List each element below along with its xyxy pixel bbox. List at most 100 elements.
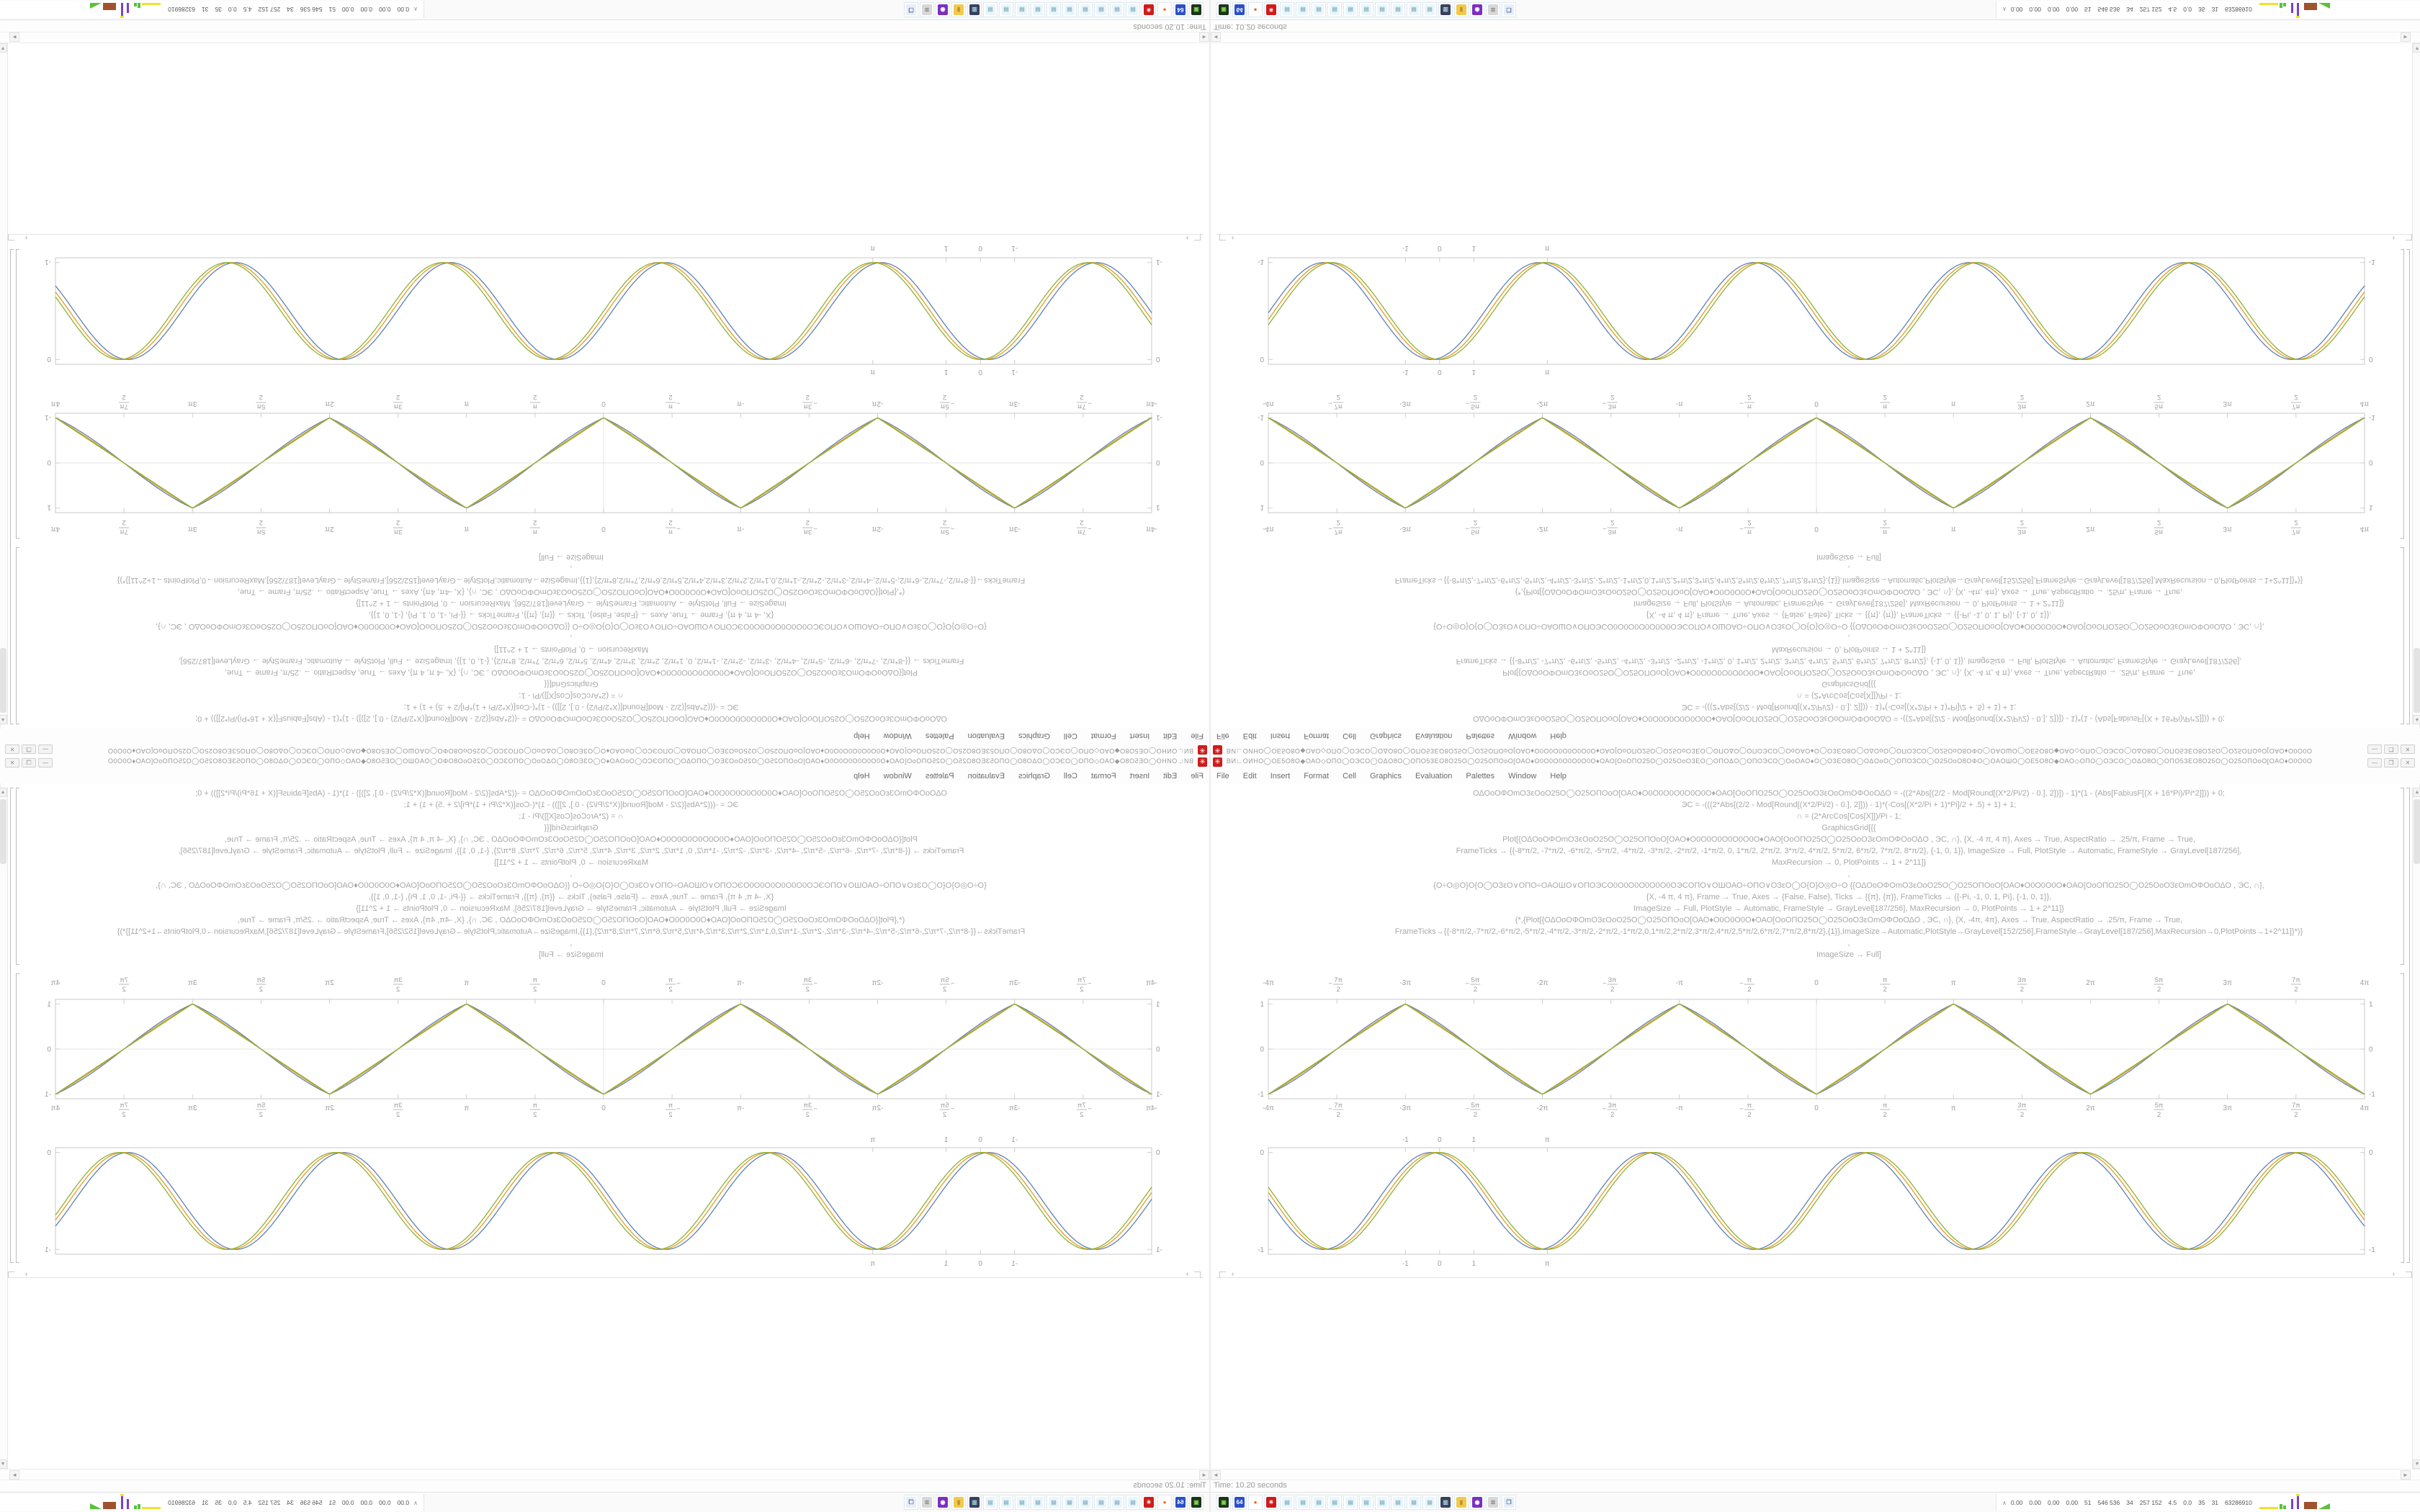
taskbar-overflow-chevron-icon[interactable]: ∧	[2002, 6, 2007, 13]
scroll-down-arrow-icon[interactable]: ▼	[0, 1459, 7, 1469]
notebook-window-icon[interactable]: ▤	[1110, 2, 1124, 17]
notebook-window-icon[interactable]: ▤	[1422, 2, 1437, 17]
notebook-window-icon[interactable]: ▤	[1296, 2, 1310, 17]
code-input-cell[interactable]: ΟΔΟοΟΦΟmΟЗεΟοΟ25Ο◯Ο25ΟΠΟοΟ[ΟΑΟ♦Ο0Ο0Ο0Ο0Ο…	[1211, 546, 2401, 724]
menu-file[interactable]: File	[1216, 771, 1229, 780]
mathematica-icon[interactable]: ✳	[1142, 2, 1156, 17]
scroll-left-arrow-icon[interactable]: ◄	[1199, 32, 1209, 42]
folder-icon[interactable]: ▮	[1454, 2, 1469, 17]
vertical-scrollbar-thumb[interactable]	[2414, 799, 2420, 864]
menu-help[interactable]: Help	[853, 732, 870, 741]
notebook-window-icon[interactable]: ▤	[1407, 2, 1421, 17]
menu-evaluation[interactable]: Evaluation	[1415, 771, 1453, 780]
notebook-window-icon[interactable]: ▤	[1126, 2, 1140, 17]
folder-icon[interactable]: ▮	[951, 2, 966, 17]
restore-button[interactable]: ❐	[22, 758, 36, 768]
notebook-window-icon[interactable]: ▤	[1094, 2, 1108, 17]
menu-palettes[interactable]: Palettes	[925, 771, 954, 780]
menu-cell[interactable]: Cell	[1343, 771, 1357, 780]
cell-group-bracket[interactable]	[10, 249, 14, 724]
vertical-scrollbar[interactable]: ▲ ▼	[2412, 788, 2420, 1469]
menu-help[interactable]: Help	[1550, 771, 1567, 780]
system-monitor-icon[interactable]: ▥	[967, 2, 982, 17]
system-monitor-icon[interactable]: ▥	[1438, 2, 1453, 17]
restore-button[interactable]: ❐	[22, 744, 36, 754]
window-app-icon[interactable]: ❒	[904, 2, 918, 17]
restore-button[interactable]: ❐	[2384, 744, 2398, 754]
notebook-window-icon[interactable]: ▤	[1312, 2, 1326, 17]
title-bar[interactable]: ✳ ВИ∟ОИНО◯ОЕ5О8О◆ОАО◇ОПО◯ОЭСО◯ОΔО8О◯ОПО5…	[1211, 744, 2420, 756]
output-cell-bracket[interactable]	[2401, 973, 2404, 1263]
capture-app-icon[interactable]: ▣	[1189, 1495, 1204, 1510]
menu-help[interactable]: Help	[1550, 732, 1567, 741]
scroll-up-arrow-icon[interactable]: ▲	[2413, 715, 2420, 724]
notebook-window-icon[interactable]: ▤	[1296, 1495, 1310, 1510]
notebook-window-icon[interactable]: ▤	[999, 1495, 1013, 1510]
close-button[interactable]: ✕	[5, 758, 19, 768]
scroll-up-arrow-icon[interactable]: ▲	[2413, 788, 2420, 797]
system-monitor-icon[interactable]: ▥	[1438, 1495, 1453, 1510]
notebook-window-icon[interactable]: ▤	[1031, 2, 1045, 17]
scroll-down-arrow-icon[interactable]: ▼	[0, 43, 7, 53]
menu-window[interactable]: Window	[883, 771, 912, 780]
notebook-window-icon[interactable]: ▤	[1312, 1495, 1326, 1510]
input-cell-bracket[interactable]	[2401, 788, 2404, 965]
folder-icon[interactable]: ▮	[951, 1495, 966, 1510]
notebook-window-icon[interactable]: ▤	[999, 2, 1013, 17]
firefox-icon[interactable]: ●	[1157, 1495, 1172, 1510]
hex-editor-icon[interactable]: 64	[1232, 2, 1247, 17]
notebook-window-icon[interactable]: ▤	[1078, 1495, 1093, 1510]
menu-palettes[interactable]: Palettes	[1466, 732, 1495, 741]
menu-window[interactable]: Window	[1508, 771, 1537, 780]
system-monitor-icon[interactable]: ▥	[967, 1495, 982, 1510]
close-button[interactable]: ✕	[2401, 744, 2415, 754]
output-cell-bracket[interactable]	[16, 973, 19, 1263]
menu-help[interactable]: Help	[853, 771, 870, 780]
taskbar-overflow-chevron-icon[interactable]: ∧	[2002, 1499, 2007, 1506]
cell-group-bracket[interactable]	[10, 788, 14, 1263]
minimize-button[interactable]: —	[38, 758, 53, 768]
notebook-window-icon[interactable]: ▤	[1327, 1495, 1342, 1510]
input-cell-bracket[interactable]	[16, 788, 19, 965]
firefox-icon[interactable]: ●	[1248, 1495, 1263, 1510]
cell-group-bracket[interactable]	[2406, 788, 2410, 1263]
folder-icon[interactable]: ▮	[1454, 1495, 1469, 1510]
vertical-scrollbar[interactable]: ▲ ▼	[2412, 43, 2420, 724]
scroll-up-arrow-icon[interactable]: ▲	[0, 715, 7, 724]
notebook-window-icon[interactable]: ▤	[1343, 2, 1358, 17]
scroll-down-arrow-icon[interactable]: ▼	[2413, 1459, 2420, 1469]
taskbar-overflow-chevron-icon[interactable]: ∧	[413, 1499, 418, 1506]
minimize-button[interactable]: —	[38, 744, 53, 754]
notebook-window-icon[interactable]: ▤	[1062, 2, 1077, 17]
vertical-scrollbar-thumb[interactable]	[0, 648, 6, 713]
capture-app-icon[interactable]: ▣	[1216, 1495, 1231, 1510]
output-cell-bracket[interactable]	[2401, 249, 2404, 539]
scroll-right-arrow-icon[interactable]: ►	[2401, 1470, 2411, 1480]
scroll-right-arrow-icon[interactable]: ►	[9, 32, 19, 42]
menu-format[interactable]: Format	[1090, 771, 1116, 780]
menu-cell[interactable]: Cell	[1063, 771, 1077, 780]
mathematica-icon[interactable]: ✳	[1142, 1495, 1156, 1510]
scroll-left-arrow-icon[interactable]: ◄	[1211, 32, 1221, 42]
horizontal-scrollbar[interactable]: ◄ ►	[1211, 1469, 2420, 1480]
scroll-left-arrow-icon[interactable]: ◄	[1199, 1470, 1209, 1480]
hex-editor-icon[interactable]: 64	[1232, 1495, 1247, 1510]
title-bar[interactable]: ✳ ВИ∟ОИНО◯ОЕ5О8О◆ОАО◇ОПО◯ОЭСО◯ОΔО8О◯ОПО5…	[0, 756, 1209, 768]
window-app-icon[interactable]: ❒	[1502, 2, 1516, 17]
close-button[interactable]: ✕	[2401, 758, 2415, 768]
horizontal-scrollbar[interactable]: ◄ ►	[0, 1469, 1209, 1480]
menu-insert[interactable]: Insert	[1270, 771, 1291, 780]
notebook-window-icon[interactable]: ▤	[983, 2, 998, 17]
menu-insert[interactable]: Insert	[1270, 732, 1291, 741]
menu-format[interactable]: Format	[1090, 732, 1116, 741]
menu-edit[interactable]: Edit	[1242, 732, 1257, 741]
notebook-window-icon[interactable]: ▤	[1391, 2, 1405, 17]
notebook-window-icon[interactable]: ▤	[1126, 1495, 1140, 1510]
taskbar-overflow-chevron-icon[interactable]: ∧	[413, 6, 418, 13]
menu-palettes[interactable]: Palettes	[925, 732, 954, 741]
code-input-cell[interactable]: ΟΔΟοΟΦΟmΟЗεΟοΟ25Ο◯Ο25ΟΠΟοΟ[ΟΑΟ♦Ο0Ο0Ο0Ο0Ο…	[1211, 788, 2401, 966]
notebook-window-icon[interactable]: ▤	[1015, 2, 1029, 17]
scroll-app-icon[interactable]: ≣	[920, 1495, 934, 1510]
capture-app-icon[interactable]: ▣	[1216, 2, 1231, 17]
title-bar[interactable]: ✳ ВИ∟ОИНО◯ОЕ5О8О◆ОАО◇ОПО◯ОЭСО◯ОΔО8О◯ОПО5…	[1211, 756, 2420, 768]
